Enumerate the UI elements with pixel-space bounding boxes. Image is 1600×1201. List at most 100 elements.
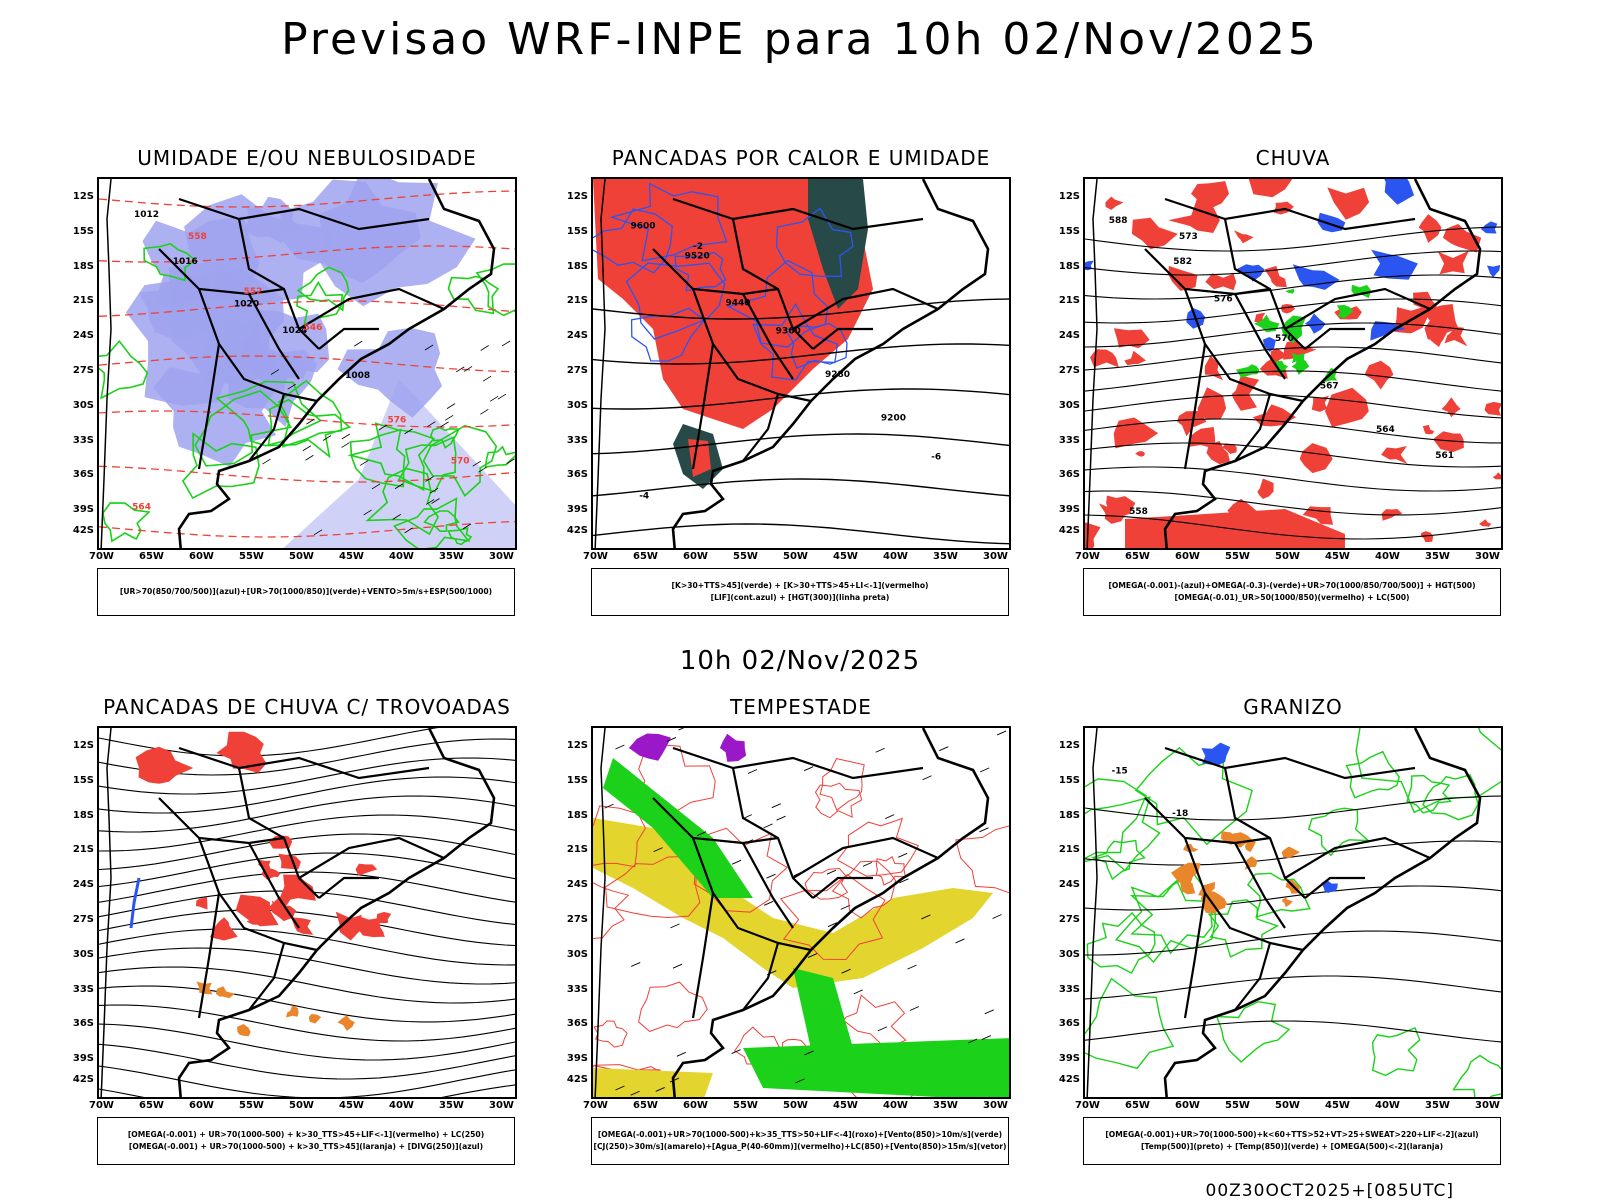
latitude-label: 36S [566,1018,588,1030]
coastline [671,179,990,548]
green-contour [99,339,149,400]
legend-line: [OMEGA(-0.001)+UR>70(1000-500)+k<60+TTS>… [1105,1130,1479,1139]
longitude-label: 35W [933,551,958,562]
contour-label: 9600 [630,221,655,231]
coastline [177,179,496,548]
green-contour [484,445,515,469]
streamline [99,795,515,833]
thunderstorm-area [195,897,208,910]
rain-area [1191,181,1229,209]
longitude-label: 35W [439,1100,464,1111]
streamline [99,1004,515,1042]
longitude-label: 40W [1375,551,1400,562]
latitude-label: 27S [1058,914,1080,925]
wind-vector [615,744,625,750]
temp500-contour [1085,975,1501,1000]
main-title: Previsao WRF-INPE para 10h 02/Nov/2025 [281,14,1319,65]
latitude-label: 18S [1058,260,1080,272]
wind-vector [670,923,680,929]
omega-green-area [1254,314,1280,333]
latitude-label: 39S [1058,1053,1080,1065]
omega500-area [1281,897,1293,908]
rain-area [1134,426,1149,441]
green-contour [347,422,436,492]
contour-label: 570 [1275,334,1294,344]
latitude-label: 15S [72,774,94,786]
latitude-label: 39S [566,1053,588,1065]
rain-area [1135,451,1145,457]
temp850-contour [1452,1054,1501,1097]
wind-vector [922,775,932,781]
omega-blue-area [1384,179,1415,205]
longitude-label: 50W [783,1100,808,1111]
latitude-label: 30S [72,399,94,411]
green-contour [430,426,460,449]
wind-vector [341,433,351,440]
wind-vector [731,1049,741,1054]
convective-area [593,179,873,429]
contour-label: 573 [1179,232,1198,242]
longitude-label: 40W [389,551,414,562]
latitude-label: 36S [1058,469,1080,481]
precipitable-water-contour [593,1064,689,1097]
rain-area [1484,401,1501,416]
streamline [99,966,515,1004]
wind-vector [979,827,989,833]
longitude-label: 55W [733,551,758,562]
country-border [672,746,924,780]
contour-label: -4 [639,491,649,501]
longitude-label: 45W [833,1100,858,1111]
latitude-label: 15S [566,225,588,237]
longitude-label: 50W [783,551,808,562]
wind-vector [992,914,1002,919]
latitude-label: 27S [566,914,588,925]
longitude-label: 55W [239,1100,264,1111]
latitude-label: 39S [72,504,94,516]
temp500-contour [1085,795,1501,821]
latitude-label: 42S [1058,1074,1080,1085]
country-border [237,767,320,899]
country-border [318,327,379,350]
jet-stream-area [593,818,993,988]
omega500-area [1198,881,1215,897]
contour-label: 546 [304,323,323,333]
latitude-label: 12S [566,740,588,751]
wind-vector [764,900,774,906]
country-border [197,892,221,1019]
latitude-label: 24S [72,879,94,891]
wind-vector [392,514,401,520]
longitude-label: 60W [189,1100,214,1111]
wind-vector [631,961,641,967]
thunderstorm-area [355,863,378,876]
wind-vector [981,1035,992,1040]
wind-vector [480,408,489,415]
wind-vector [885,814,895,820]
longitude-label: 70W [1075,551,1100,562]
rain-area [1222,443,1237,454]
rain-area [1124,350,1146,366]
latitude-label: 30S [566,399,588,411]
omega-blue-area [1305,313,1326,334]
hgt500-contour [1085,418,1501,444]
country-border [1234,942,1272,1011]
country-border [1234,293,1286,380]
wind-vector [363,509,372,516]
hgt300-contour [593,478,1009,497]
wind850-area [603,758,753,898]
country-border [1183,343,1207,470]
country-border [298,287,445,330]
country-border [1183,892,1207,1019]
wind-vector [472,460,481,467]
west-coastline [100,179,112,548]
hgt300-contour [593,343,1009,365]
latitude-label: 18S [1058,809,1080,821]
wind-vector [444,414,454,421]
temp500-contour [1085,840,1501,866]
wind-vector [669,1077,680,1083]
contour-label: 552 [244,287,263,297]
precipitable-water-contour [814,782,863,819]
latitude-label: 12S [72,191,94,202]
country-border [652,797,779,845]
wind-vector [996,730,1007,736]
rain-area [1437,250,1469,275]
